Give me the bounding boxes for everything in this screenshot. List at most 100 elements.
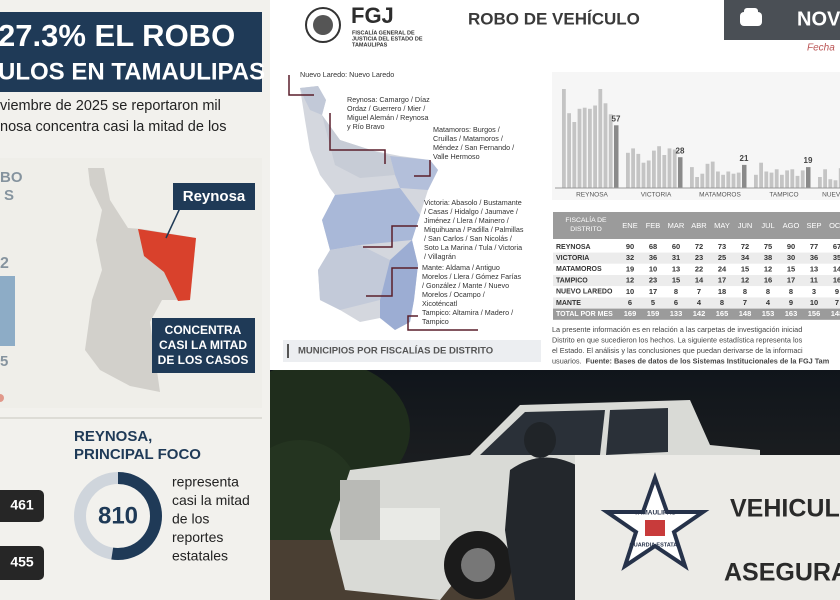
cell: 153	[762, 309, 775, 318]
banner-text: VEHICULO	[730, 495, 840, 523]
bar	[785, 170, 789, 188]
cell: 35	[833, 253, 840, 262]
cell: 148	[739, 309, 752, 318]
car-icon	[744, 8, 758, 16]
bar	[588, 108, 592, 188]
month-header: SEP	[806, 221, 821, 230]
cell: 16	[833, 276, 840, 285]
bar	[631, 148, 635, 188]
cell: 10	[810, 298, 818, 307]
district-label: Tampico: Altamira / Madero /	[422, 308, 513, 317]
table-row	[553, 275, 840, 287]
cell: 6	[628, 298, 632, 307]
badge-text: GUARDIA ESTATAL	[629, 542, 681, 548]
cell: 14	[833, 264, 840, 273]
bar	[806, 167, 811, 188]
cell: 23	[695, 253, 703, 262]
donut-text: representa casi la mitad de los reportes est…	[172, 474, 250, 564]
state-map	[85, 168, 196, 392]
bar-label: 19	[804, 156, 813, 165]
bar	[614, 125, 619, 188]
bar	[769, 172, 774, 188]
district-label: Morelos / Llera / Gómez Farías	[422, 272, 521, 281]
banner-text: ASEGURA	[724, 559, 840, 587]
cell: 68	[649, 242, 657, 251]
district-region	[380, 240, 418, 330]
donut-caption: representa	[172, 474, 239, 490]
month-header: FEB	[646, 221, 661, 230]
bar	[593, 105, 597, 188]
donut-caption: estatales	[172, 548, 228, 564]
cell: 77	[810, 242, 818, 251]
month: NOV	[797, 8, 840, 30]
row-name: MATAMOROS	[556, 266, 602, 273]
table-row	[553, 286, 840, 298]
header-label: DISTRITO	[570, 226, 602, 233]
bar	[695, 177, 699, 188]
bar	[790, 169, 795, 188]
cell: 90	[626, 242, 634, 251]
cell: 8	[674, 287, 678, 296]
headline: ULOS EN TAMAULIPAS	[0, 58, 265, 85]
bar	[833, 180, 838, 188]
district-label: Victoria: Abasolo / Bustamante	[424, 198, 522, 207]
district-label: Reynosa: Camargo / Díaz	[347, 95, 430, 104]
cell: 169	[624, 309, 637, 318]
district-label: / Casas / Hidalgo / Jaumave /	[424, 207, 518, 216]
reynosa-region	[138, 229, 196, 301]
agency-name: TAMAULIPAS	[352, 42, 388, 48]
district-region	[322, 188, 420, 250]
cell: 60	[672, 242, 680, 251]
cell: 90	[787, 242, 795, 251]
bar-chart: 57 REYNOSA 28 VICTORIA 21 MATAMOROS 19 TAMPICO N…	[555, 89, 840, 199]
cell: 19	[626, 264, 634, 273]
district-label: / Villagrán	[424, 252, 456, 261]
bar	[774, 169, 779, 188]
cell: 13	[810, 264, 818, 273]
note-end: usuarios.	[552, 356, 582, 365]
cell: 9	[835, 287, 839, 296]
bar	[636, 153, 641, 188]
cell: 17	[649, 287, 657, 296]
table-row	[553, 263, 840, 275]
pill-value: 455	[10, 554, 34, 570]
leader-line	[288, 75, 314, 96]
bar	[731, 173, 736, 188]
bar	[705, 163, 710, 188]
logo-seal	[305, 7, 341, 43]
cell: 6	[674, 298, 678, 307]
cell: 8	[743, 287, 747, 296]
cell: 9	[789, 298, 793, 307]
month-header: ENE	[622, 221, 637, 230]
bar	[700, 173, 705, 188]
cell: 31	[672, 253, 680, 262]
leader-line	[165, 207, 181, 239]
cell: 24	[718, 264, 727, 273]
cell: 32	[626, 253, 634, 262]
cell: 15	[741, 264, 749, 273]
row-name: TAMPICO	[556, 277, 588, 284]
category-label: VICTORIA	[641, 192, 672, 199]
note-line: Distrito en que sucedieron los hechos. L…	[552, 335, 803, 344]
leader-lines	[288, 75, 478, 331]
cell: 12	[626, 276, 634, 285]
agency-name: JUSTICIA DEL ESTADO DE	[352, 36, 423, 42]
cell: 12	[741, 276, 749, 285]
cell: 12	[764, 264, 772, 273]
pill-value: 461	[10, 497, 34, 513]
row-name: NUEVO LAREDO	[556, 289, 613, 296]
row-name: TOTAL POR MES	[556, 311, 613, 318]
row-name: REYNOSA	[556, 244, 591, 251]
district-label: Tampico	[422, 317, 449, 326]
cell: 18	[718, 287, 726, 296]
district-label: Miguel Alemán / Reynosa	[347, 113, 429, 122]
cell: 75	[764, 242, 772, 251]
headline: 27.3% EL ROBO	[0, 18, 235, 53]
bar	[572, 122, 577, 188]
leader-line	[414, 160, 431, 177]
bar-label: 57	[612, 114, 621, 123]
footer-bar	[287, 344, 289, 358]
note-line: La presente información es en relación a…	[552, 325, 802, 334]
cell: 73	[718, 242, 726, 251]
